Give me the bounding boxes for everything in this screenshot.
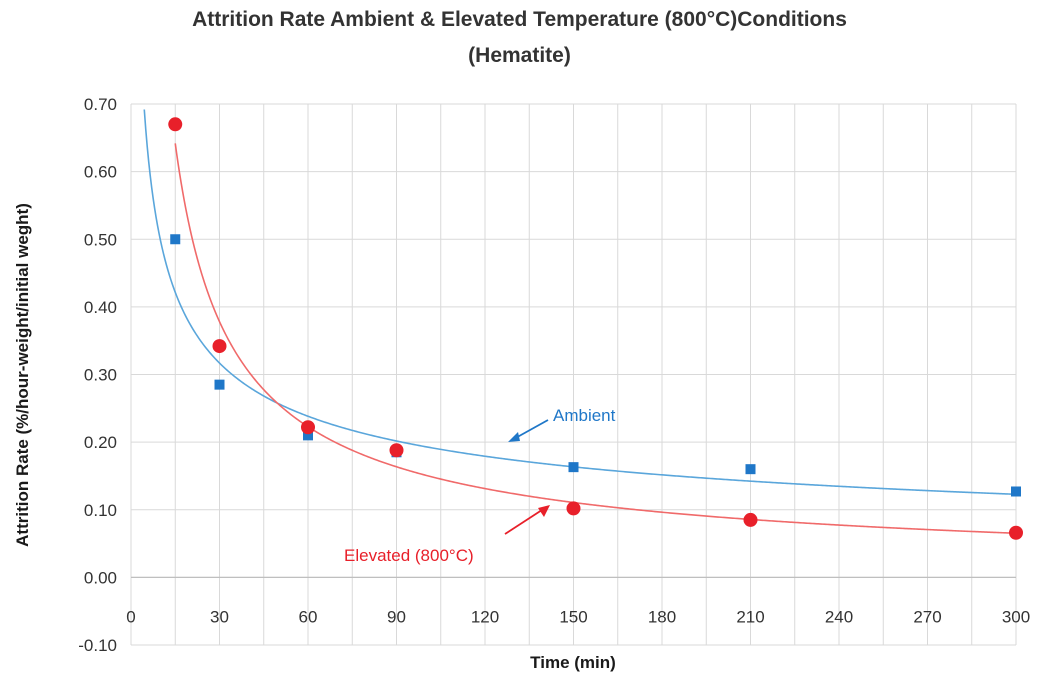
x-tick-label: 240 (825, 607, 853, 626)
y-tick-label: 0.40 (84, 298, 117, 317)
x-tick-label: 90 (387, 607, 406, 626)
x-tick-label: 300 (1002, 607, 1030, 626)
arrow-elevated (504, 507, 546, 535)
elevated-point (566, 501, 581, 516)
ambient-point (568, 462, 579, 473)
y-axis-label: Attrition Rate (%/hour-weight/initial we… (13, 203, 32, 547)
arrowhead-ambient (508, 432, 520, 442)
ambient-point (1011, 486, 1021, 497)
x-tick-label: 150 (559, 607, 587, 626)
x-tick-label: 0 (126, 607, 135, 626)
x-tick-label: 270 (913, 607, 941, 626)
y-tick-label: 0.20 (84, 433, 117, 452)
x-axis-label: Time (min) (530, 653, 616, 672)
tick-labels: 0 30 60 90 120 150 180 210 240 270 300 0.70 0.60 0.50… (78, 95, 1030, 655)
y-tick-label: 0.30 (84, 366, 117, 385)
trendlines (143, 109, 1017, 535)
y-tick-label: 0.10 (84, 501, 117, 520)
elevated-point (301, 420, 315, 435)
x-tick-label: 180 (648, 607, 676, 626)
annotation-ambient: Ambient (553, 406, 616, 425)
elevated-point (743, 512, 758, 527)
y-tick-label: 0.00 (84, 568, 117, 587)
trendline-elevated (174, 143, 1017, 535)
elevated-point (168, 117, 183, 132)
data-points (168, 117, 1023, 540)
y-tick-label: 0.50 (84, 230, 117, 249)
x-tick-label: 210 (736, 607, 764, 626)
y-tick-label: 0.70 (84, 95, 117, 114)
ambient-point (214, 379, 225, 390)
annotations: Ambient Elevated (800°C) (344, 406, 616, 565)
x-tick-label: 30 (210, 607, 229, 626)
x-tick-label: 120 (471, 607, 499, 626)
annotation-elevated: Elevated (800°C) (344, 546, 474, 565)
chart-title: Attrition Rate Ambient & Elevated Temper… (192, 8, 847, 31)
ambient-point (745, 464, 756, 475)
ambient-point (170, 234, 181, 245)
y-tick-label: 0.60 (84, 163, 117, 182)
grid-lines (130, 103, 1017, 646)
arrowhead-elevated (538, 505, 550, 517)
ambient-point (303, 430, 313, 441)
chart-subtitle: (Hematite) (468, 44, 571, 67)
elevated-point (1009, 525, 1023, 540)
y-tick-label: -0.10 (78, 636, 117, 655)
x-tick-label: 60 (299, 607, 318, 626)
trendline-ambient (143, 109, 1017, 496)
elevated-point (389, 443, 404, 458)
elevated-point (212, 339, 227, 354)
